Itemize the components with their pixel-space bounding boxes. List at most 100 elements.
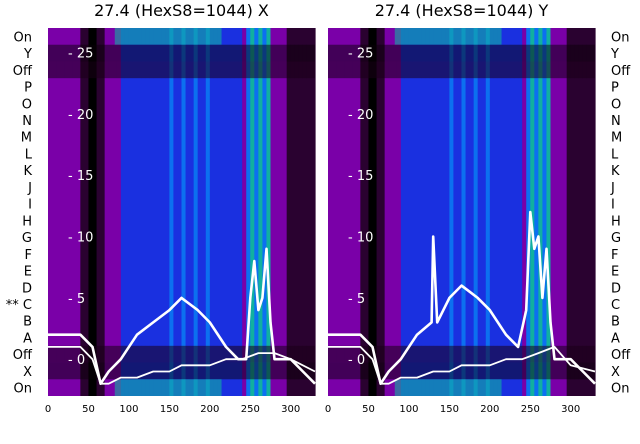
heat-row-off bbox=[48, 345, 315, 363]
heat-column bbox=[356, 28, 361, 396]
heat-column bbox=[429, 28, 434, 396]
heat-column bbox=[344, 28, 349, 396]
heat-column bbox=[473, 28, 479, 396]
row-label: M bbox=[611, 131, 622, 146]
heat-column bbox=[501, 28, 507, 396]
row-label: Off bbox=[13, 64, 33, 79]
row-label: B bbox=[611, 315, 620, 330]
heat-column bbox=[298, 28, 304, 396]
row-label: N bbox=[611, 114, 621, 129]
heat-column bbox=[294, 28, 300, 396]
heat-column bbox=[137, 28, 142, 396]
x-tick-label: 150 bbox=[440, 404, 459, 415]
heat-column bbox=[360, 28, 366, 396]
x-tick-label: 300 bbox=[561, 404, 580, 415]
heat-column bbox=[550, 28, 556, 396]
heat-column bbox=[262, 28, 268, 396]
heat-column bbox=[449, 28, 455, 396]
heat-column bbox=[433, 28, 438, 396]
heat-column bbox=[209, 28, 215, 396]
row-label: Y bbox=[23, 47, 32, 62]
heat-column bbox=[477, 28, 483, 396]
heat-column bbox=[384, 28, 390, 396]
heat-row-on bbox=[114, 379, 222, 396]
heat-column bbox=[457, 28, 463, 396]
heat-column bbox=[108, 28, 114, 396]
y-tick-label: - 25 bbox=[348, 47, 373, 62]
heat-column bbox=[193, 28, 199, 396]
row-label: F bbox=[611, 248, 618, 263]
series-line-1 bbox=[48, 345, 316, 385]
heat-row-off bbox=[48, 61, 315, 79]
heat-column bbox=[141, 28, 146, 396]
heat-column bbox=[68, 28, 73, 396]
heat-column bbox=[282, 28, 288, 396]
row-label: H bbox=[611, 214, 621, 229]
heat-column bbox=[368, 28, 374, 396]
heat-column bbox=[278, 28, 284, 396]
row-label: K bbox=[611, 164, 620, 179]
heat-column bbox=[465, 28, 471, 396]
heat-column bbox=[169, 28, 175, 396]
x-tick-label: 100 bbox=[119, 404, 138, 415]
series-line-1 bbox=[328, 345, 596, 385]
chart-title: 27.4 (HexS8=1044) Y bbox=[375, 1, 549, 20]
x-tick-label: 50 bbox=[82, 404, 95, 415]
heat-column bbox=[80, 28, 86, 396]
heat-column bbox=[116, 28, 122, 396]
row-label: Off bbox=[611, 64, 631, 79]
row-label: P bbox=[611, 81, 619, 96]
heat-column bbox=[332, 28, 337, 396]
row-label: Off bbox=[13, 348, 33, 363]
x-tick-label: 250 bbox=[241, 404, 260, 415]
heat-column bbox=[153, 28, 158, 396]
row-label: On bbox=[14, 30, 32, 45]
y-tick-label: - 5 bbox=[68, 292, 85, 307]
row-label: K bbox=[23, 164, 32, 179]
row-label: P bbox=[24, 81, 32, 96]
row-label: Y bbox=[610, 47, 619, 62]
heat-column bbox=[181, 28, 187, 396]
series-line-0 bbox=[328, 210, 596, 386]
heat-column bbox=[558, 28, 564, 396]
row-label: C bbox=[611, 298, 620, 313]
row-label: D bbox=[22, 281, 32, 296]
heat-column bbox=[258, 28, 264, 396]
heat-column bbox=[417, 28, 422, 396]
x-tick-label: 0 bbox=[325, 404, 331, 415]
row-label: G bbox=[22, 231, 32, 246]
heat-column bbox=[534, 28, 539, 396]
heat-column bbox=[425, 28, 430, 396]
heat-column bbox=[197, 28, 203, 396]
row-label: J bbox=[610, 181, 615, 196]
heat-column bbox=[489, 28, 495, 396]
heat-column bbox=[266, 28, 272, 396]
heat-column bbox=[177, 28, 183, 396]
row-label: B bbox=[23, 315, 32, 330]
heat-column bbox=[352, 28, 357, 396]
heat-column bbox=[514, 28, 519, 396]
row-label: I bbox=[611, 198, 615, 213]
x-tick-label: 0 bbox=[45, 404, 51, 415]
y-tick-label: - 25 bbox=[68, 47, 93, 62]
row-label: H bbox=[22, 214, 32, 229]
heat-column bbox=[104, 28, 110, 396]
heat-column bbox=[400, 28, 406, 396]
heat-column bbox=[213, 28, 219, 396]
row-label: Off bbox=[611, 348, 631, 363]
heat-column bbox=[328, 28, 333, 396]
heat-row-off bbox=[328, 345, 595, 363]
heat-column bbox=[165, 28, 170, 396]
heat-column bbox=[161, 28, 166, 396]
heat-column bbox=[221, 28, 227, 396]
heat-column bbox=[100, 28, 106, 396]
row-label: J bbox=[27, 181, 32, 196]
y-tick-label: - 20 bbox=[68, 108, 93, 123]
heat-column bbox=[437, 28, 442, 396]
heat-column bbox=[562, 28, 568, 396]
heat-column bbox=[542, 28, 548, 396]
heat-row-off bbox=[328, 61, 595, 79]
heat-column bbox=[84, 28, 90, 396]
